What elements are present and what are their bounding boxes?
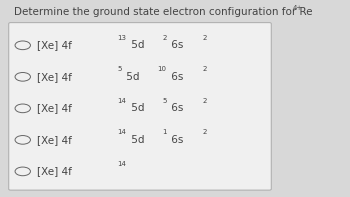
Text: 1: 1 <box>162 129 167 135</box>
Text: [Xe] 4f: [Xe] 4f <box>37 135 72 145</box>
Text: 14: 14 <box>118 129 126 135</box>
Text: 2: 2 <box>162 35 167 41</box>
Text: 2: 2 <box>202 35 206 41</box>
Text: 6s: 6s <box>168 40 183 50</box>
Text: [Xe] 4f: [Xe] 4f <box>37 72 72 82</box>
Text: 5d: 5d <box>128 103 144 113</box>
Text: 5d: 5d <box>123 72 139 82</box>
FancyBboxPatch shape <box>9 23 271 190</box>
Text: [Xe] 4f: [Xe] 4f <box>37 40 72 50</box>
Text: 14: 14 <box>118 161 126 167</box>
Text: 5: 5 <box>162 98 167 104</box>
Text: [Xe] 4f: [Xe] 4f <box>37 166 72 176</box>
Text: 5d: 5d <box>128 135 144 145</box>
Text: 5d: 5d <box>128 40 144 50</box>
Text: 14: 14 <box>118 98 126 104</box>
Text: 13: 13 <box>118 35 127 41</box>
Text: 6s: 6s <box>168 135 183 145</box>
Text: 4+: 4+ <box>292 5 302 11</box>
Text: 6s: 6s <box>168 103 183 113</box>
Text: 6s: 6s <box>168 72 183 82</box>
Text: Determine the ground state electron configuration for Re: Determine the ground state electron conf… <box>14 7 313 17</box>
Text: 2: 2 <box>202 98 206 104</box>
Text: 2: 2 <box>202 129 206 135</box>
Text: 10: 10 <box>158 66 166 72</box>
Text: 2: 2 <box>202 66 206 72</box>
Text: [Xe] 4f: [Xe] 4f <box>37 103 72 113</box>
Text: 5: 5 <box>118 66 122 72</box>
